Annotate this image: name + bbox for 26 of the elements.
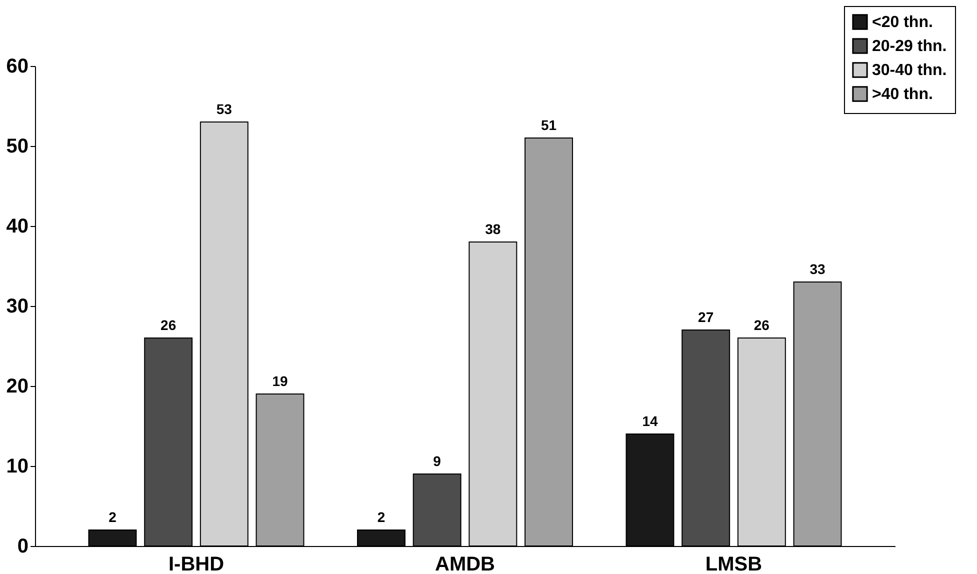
y-tick-label: 40 — [6, 216, 28, 238]
data-label: 26 — [160, 317, 176, 333]
data-label: 51 — [540, 117, 557, 133]
legend-label: >40 thn. — [872, 86, 933, 103]
legend-label: <20 thn. — [872, 14, 933, 31]
x-tick-label: I-BHD — [168, 554, 224, 574]
y-tick-label: 50 — [6, 136, 28, 158]
x-tick-label: AMDB — [435, 554, 495, 574]
data-label: 9 — [433, 453, 442, 469]
data-label: 19 — [272, 373, 288, 389]
y-tick-label: 10 — [6, 456, 28, 478]
data-label: 53 — [216, 101, 232, 117]
y-tick-label: 0 — [17, 536, 28, 558]
data-label: 26 — [754, 317, 770, 333]
data-label: 2 — [377, 509, 386, 525]
data-label: 27 — [698, 309, 714, 325]
y-tick-label: 60 — [6, 56, 28, 78]
data-label: 14 — [642, 413, 658, 429]
x-tick-label: LMSB — [705, 554, 762, 574]
data-label: 38 — [485, 221, 501, 237]
data-label: 2 — [108, 509, 117, 525]
data-label: 33 — [810, 261, 826, 277]
y-tick-label: 20 — [6, 376, 28, 398]
y-tick-label: 30 — [6, 296, 28, 318]
legend-label: 20-29 thn. — [872, 38, 947, 55]
legend-label: 30-40 thn. — [872, 62, 947, 79]
